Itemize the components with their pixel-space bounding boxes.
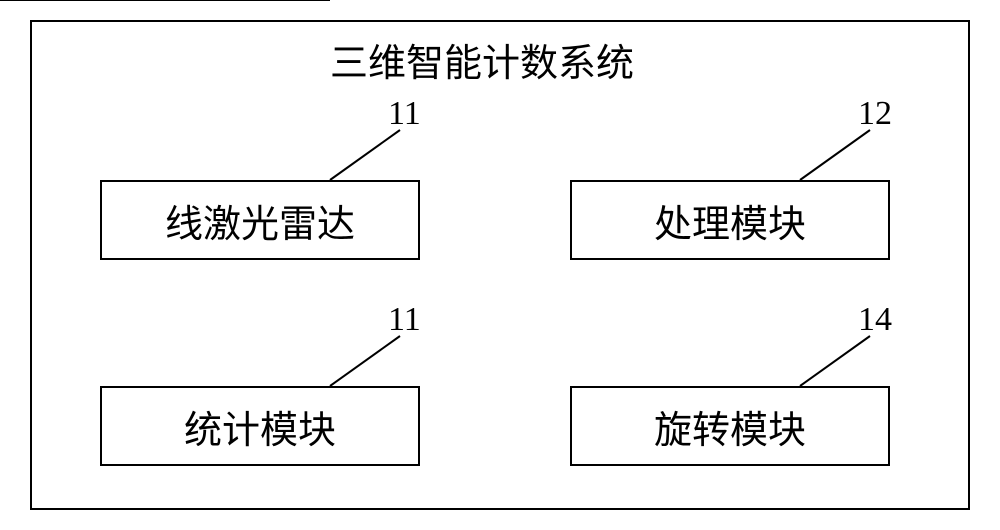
- diagram-container: 三维智能计数系统 线激光雷达 11 处理模块 12 统计模块 11 旋转模块 1…: [0, 0, 1000, 530]
- callout-line-icon: [0, 0, 300, 150]
- module-statistics: 统计模块: [100, 386, 420, 466]
- module-line-lidar: 线激光雷达: [100, 180, 420, 260]
- module-label: 统计模块: [184, 399, 336, 454]
- callout-number: 11: [388, 95, 421, 133]
- module-processing: 处理模块: [570, 180, 890, 260]
- module-label: 旋转模块: [654, 399, 806, 454]
- module-rotation: 旋转模块: [570, 386, 890, 466]
- callout-number: 12: [858, 95, 892, 133]
- callout-number: 11: [388, 301, 421, 339]
- diagram-title: 三维智能计数系统: [330, 32, 634, 87]
- module-label: 线激光雷达: [165, 193, 355, 248]
- callout-number: 14: [858, 301, 892, 339]
- module-label: 处理模块: [654, 193, 806, 248]
